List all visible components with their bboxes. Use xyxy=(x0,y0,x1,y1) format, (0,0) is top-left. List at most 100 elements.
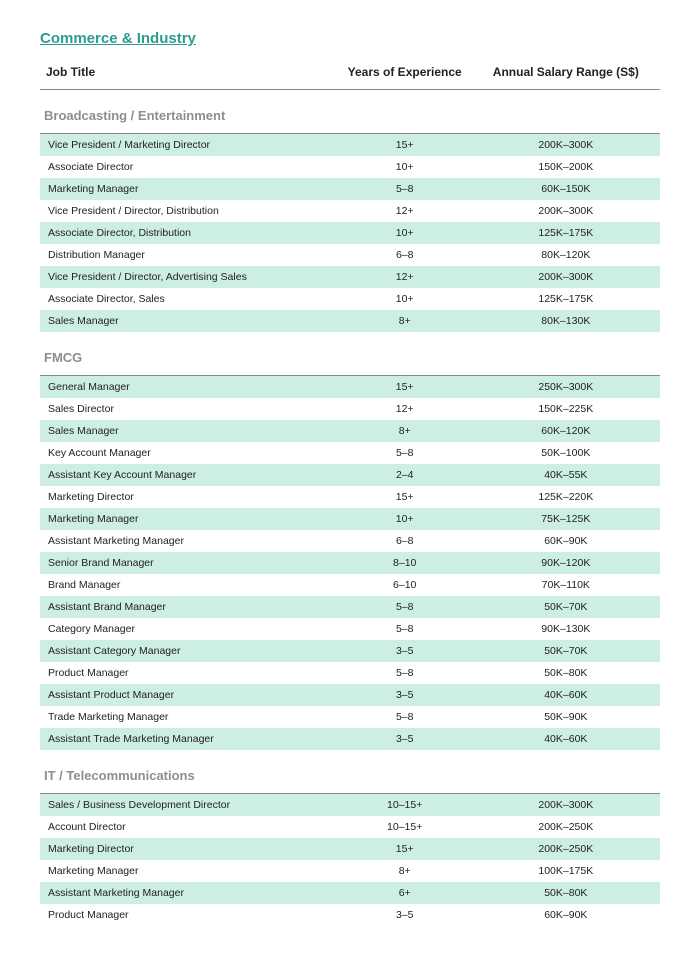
cell-experience: 5–8 xyxy=(332,667,478,679)
cell-job-title: Assistant Category Manager xyxy=(46,645,332,657)
cell-experience: 10+ xyxy=(332,227,478,239)
table-row: Associate Director10+150K–200K xyxy=(40,156,660,178)
table-row: Assistant Trade Marketing Manager3–540K–… xyxy=(40,728,660,750)
table-row: Vice President / Marketing Director15+20… xyxy=(40,134,660,156)
cell-salary: 40K–60K xyxy=(478,733,654,745)
table-row: Sales Director12+150K–225K xyxy=(40,398,660,420)
cell-experience: 2–4 xyxy=(332,469,478,481)
cell-experience: 3–5 xyxy=(332,689,478,701)
cell-salary: 125K–220K xyxy=(478,491,654,503)
cell-salary: 60K–150K xyxy=(478,183,654,195)
table-row: General Manager15+250K–300K xyxy=(40,376,660,398)
cell-experience: 15+ xyxy=(332,381,478,393)
cell-experience: 3–5 xyxy=(332,645,478,657)
cell-salary: 200K–300K xyxy=(478,799,654,811)
cell-salary: 125K–175K xyxy=(478,227,654,239)
section-title: IT / Telecommunications xyxy=(40,766,660,794)
cell-job-title: Assistant Marketing Manager xyxy=(46,887,332,899)
table-row: Assistant Brand Manager5–850K–70K xyxy=(40,596,660,618)
cell-salary: 50K–80K xyxy=(478,887,654,899)
cell-experience: 10+ xyxy=(332,293,478,305)
section-title: FMCG xyxy=(40,348,660,376)
table-row: Assistant Category Manager3–550K–70K xyxy=(40,640,660,662)
cell-salary: 40K–55K xyxy=(478,469,654,481)
cell-experience: 12+ xyxy=(332,271,478,283)
cell-job-title: Associate Director, Sales xyxy=(46,293,332,305)
cell-salary: 150K–200K xyxy=(478,161,654,173)
table-row: Sales Manager8+80K–130K xyxy=(40,310,660,332)
table-header: Job Title Years of Experience Annual Sal… xyxy=(40,61,660,90)
cell-experience: 3–5 xyxy=(332,909,478,921)
cell-job-title: Sales / Business Development Director xyxy=(46,799,332,811)
table-row: Assistant Marketing Manager6+50K–80K xyxy=(40,882,660,904)
cell-salary: 250K–300K xyxy=(478,381,654,393)
cell-experience: 10+ xyxy=(332,513,478,525)
cell-salary: 80K–130K xyxy=(478,315,654,327)
cell-job-title: Associate Director xyxy=(46,161,332,173)
table-row: Sales / Business Development Director10–… xyxy=(40,794,660,816)
table-row: Assistant Marketing Manager6–860K–90K xyxy=(40,530,660,552)
table-row: Category Manager5–890K–130K xyxy=(40,618,660,640)
cell-experience: 15+ xyxy=(332,139,478,151)
cell-job-title: Marketing Director xyxy=(46,843,332,855)
cell-job-title: Assistant Marketing Manager xyxy=(46,535,332,547)
cell-experience: 10–15+ xyxy=(332,799,478,811)
cell-salary: 200K–250K xyxy=(478,821,654,833)
cell-salary: 50K–90K xyxy=(478,711,654,723)
cell-job-title: Product Manager xyxy=(46,667,332,679)
table-row: Marketing Manager8+100K–175K xyxy=(40,860,660,882)
cell-job-title: Trade Marketing Manager xyxy=(46,711,332,723)
cell-salary: 60K–90K xyxy=(478,535,654,547)
table-row: Marketing Director15+200K–250K xyxy=(40,838,660,860)
page-title: Commerce & Industry xyxy=(40,30,660,47)
cell-job-title: Marketing Manager xyxy=(46,865,332,877)
cell-job-title: Vice President / Marketing Director xyxy=(46,139,332,151)
cell-salary: 100K–175K xyxy=(478,865,654,877)
col-header-title: Job Title xyxy=(46,65,332,79)
section-rows: General Manager15+250K–300KSales Directo… xyxy=(40,376,660,750)
cell-experience: 15+ xyxy=(332,843,478,855)
table-row: Sales Manager8+60K–120K xyxy=(40,420,660,442)
cell-experience: 8–10 xyxy=(332,557,478,569)
table-row: Product Manager5–850K–80K xyxy=(40,662,660,684)
cell-job-title: Product Manager xyxy=(46,909,332,921)
cell-experience: 8+ xyxy=(332,865,478,877)
table-row: Marketing Manager10+75K–125K xyxy=(40,508,660,530)
cell-experience: 10+ xyxy=(332,161,478,173)
cell-experience: 3–5 xyxy=(332,733,478,745)
cell-job-title: Key Account Manager xyxy=(46,447,332,459)
cell-salary: 50K–80K xyxy=(478,667,654,679)
cell-salary: 80K–120K xyxy=(478,249,654,261)
cell-experience: 5–8 xyxy=(332,711,478,723)
table-row: Vice President / Director, Advertising S… xyxy=(40,266,660,288)
cell-salary: 70K–110K xyxy=(478,579,654,591)
table-row: Marketing Director15+125K–220K xyxy=(40,486,660,508)
cell-job-title: Senior Brand Manager xyxy=(46,557,332,569)
cell-job-title: Associate Director, Distribution xyxy=(46,227,332,239)
section-title: Broadcasting / Entertainment xyxy=(40,106,660,134)
cell-experience: 6–8 xyxy=(332,535,478,547)
cell-experience: 8+ xyxy=(332,425,478,437)
table-row: Vice President / Director, Distribution1… xyxy=(40,200,660,222)
cell-salary: 200K–300K xyxy=(478,139,654,151)
cell-salary: 150K–225K xyxy=(478,403,654,415)
cell-job-title: Assistant Product Manager xyxy=(46,689,332,701)
cell-experience: 15+ xyxy=(332,491,478,503)
cell-salary: 75K–125K xyxy=(478,513,654,525)
cell-salary: 60K–90K xyxy=(478,909,654,921)
cell-salary: 40K–60K xyxy=(478,689,654,701)
cell-salary: 90K–120K xyxy=(478,557,654,569)
cell-experience: 6–8 xyxy=(332,249,478,261)
cell-salary: 90K–130K xyxy=(478,623,654,635)
cell-salary: 50K–70K xyxy=(478,645,654,657)
cell-salary: 200K–300K xyxy=(478,271,654,283)
table-row: Assistant Product Manager3–540K–60K xyxy=(40,684,660,706)
cell-experience: 12+ xyxy=(332,403,478,415)
cell-job-title: Marketing Manager xyxy=(46,183,332,195)
cell-job-title: General Manager xyxy=(46,381,332,393)
table-row: Product Manager3–560K–90K xyxy=(40,904,660,926)
cell-job-title: Vice President / Director, Distribution xyxy=(46,205,332,217)
cell-job-title: Vice President / Director, Advertising S… xyxy=(46,271,332,283)
cell-experience: 10–15+ xyxy=(332,821,478,833)
cell-job-title: Assistant Trade Marketing Manager xyxy=(46,733,332,745)
